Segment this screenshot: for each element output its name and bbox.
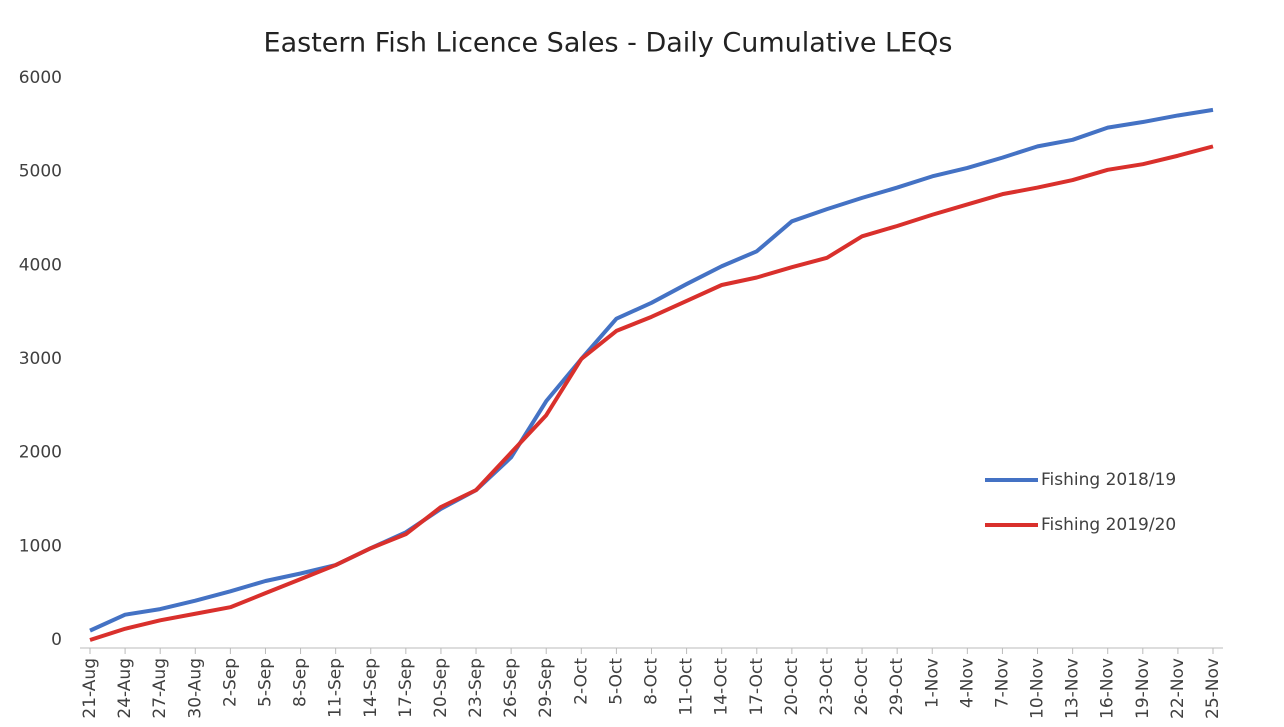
x-tick-label: 26-Sep: [501, 658, 521, 718]
x-tick-label: 14-Oct: [712, 658, 732, 716]
x-tick-label: 5-Oct: [606, 658, 626, 705]
x-tick-label: 16-Nov: [1098, 658, 1118, 719]
x-tick-label: 23-Sep: [466, 658, 486, 718]
y-tick-label: 5000: [19, 162, 62, 182]
x-tick-label: 29-Sep: [536, 658, 556, 718]
x-tick-label: 7-Nov: [992, 658, 1012, 708]
x-tick-label: 11-Sep: [326, 658, 346, 718]
x-tick-label: 4-Nov: [957, 658, 977, 708]
chart-title: Eastern Fish Licence Sales - Daily Cumul…: [264, 28, 953, 59]
x-tick-label: 20-Sep: [431, 658, 451, 718]
x-tick-label: 8-Oct: [642, 658, 662, 705]
x-tick-label: 23-Oct: [817, 658, 837, 716]
x-tick-label: 26-Oct: [852, 658, 872, 716]
series-line: [89, 107, 1214, 633]
x-tick-label: 5-Sep: [255, 658, 275, 707]
x-tick-label: 10-Nov: [1028, 658, 1048, 719]
x-tick-label: 30-Aug: [185, 658, 205, 719]
x-tick-label: 27-Aug: [150, 658, 170, 719]
legend-label: Fishing 2018/19: [1041, 470, 1176, 490]
x-tick-label: 22-Nov: [1168, 658, 1188, 719]
x-tick-label: 20-Oct: [782, 658, 802, 716]
x-tick-label: 19-Nov: [1133, 658, 1153, 719]
x-tick-label: 8-Sep: [291, 658, 311, 707]
x-tick-label: 2-Oct: [571, 658, 591, 705]
x-tick-label: 17-Sep: [396, 658, 416, 718]
y-tick-label: 1000: [19, 536, 62, 556]
x-tick-label: 25-Nov: [1203, 658, 1223, 719]
legend-label: Fishing 2019/20: [1041, 515, 1176, 535]
y-tick-label: 6000: [19, 68, 62, 88]
series-line: [89, 144, 1214, 642]
y-tick-label: 2000: [19, 443, 62, 463]
x-tick-label: 29-Oct: [887, 658, 907, 716]
x-tick-label: 24-Aug: [115, 658, 135, 719]
y-tick-label: 0: [51, 630, 62, 650]
x-tick-label: 2-Sep: [220, 658, 240, 707]
y-tick-label: 4000: [19, 255, 62, 275]
x-tick-label: 14-Sep: [361, 658, 381, 718]
x-tick-label: 13-Nov: [1063, 658, 1083, 719]
y-tick-label: 3000: [19, 349, 62, 369]
x-tick-label: 21-Aug: [80, 658, 100, 719]
x-tick-label: 1-Nov: [922, 658, 942, 708]
x-tick-label: 11-Oct: [677, 658, 697, 716]
x-tick-label: 17-Oct: [747, 658, 767, 716]
